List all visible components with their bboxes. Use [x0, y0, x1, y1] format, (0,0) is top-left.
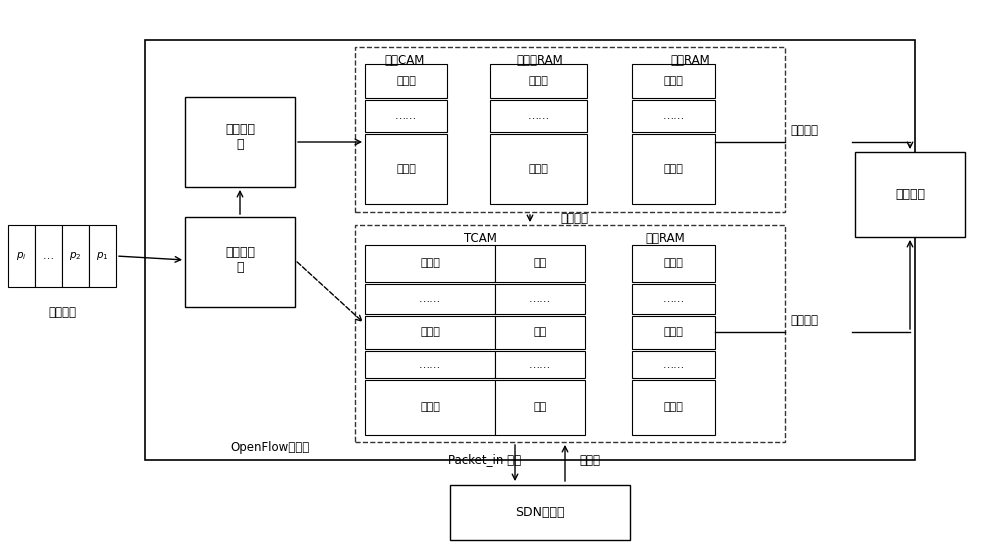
FancyBboxPatch shape [89, 225, 116, 287]
FancyBboxPatch shape [490, 100, 587, 132]
Text: 提取关键
字: 提取关键 字 [225, 246, 255, 274]
FancyBboxPatch shape [365, 351, 495, 378]
Text: TCAM: TCAM [464, 233, 496, 246]
FancyBboxPatch shape [490, 134, 587, 204]
Text: 关键字: 关键字 [529, 76, 548, 86]
Text: 掩码: 掩码 [533, 403, 547, 412]
Text: 匹配域: 匹配域 [420, 403, 440, 412]
FancyBboxPatch shape [495, 351, 585, 378]
FancyBboxPatch shape [35, 225, 62, 287]
FancyBboxPatch shape [495, 245, 585, 282]
Text: ……: …… [529, 359, 551, 370]
Text: SDN控制器: SDN控制器 [515, 506, 565, 519]
FancyBboxPatch shape [495, 316, 585, 349]
FancyBboxPatch shape [632, 64, 715, 98]
Text: ……: …… [419, 294, 441, 304]
FancyBboxPatch shape [495, 284, 585, 314]
Text: 关键字: 关键字 [529, 164, 548, 174]
Text: ……: …… [529, 294, 551, 304]
Text: 执行动作: 执行动作 [895, 188, 925, 201]
Text: 生成签名
值: 生成签名 值 [225, 123, 255, 151]
FancyBboxPatch shape [855, 152, 965, 237]
Text: ……: …… [527, 111, 550, 121]
FancyBboxPatch shape [365, 100, 447, 132]
FancyBboxPatch shape [632, 351, 715, 378]
Text: 新规则: 新规则 [580, 454, 600, 467]
FancyBboxPatch shape [365, 284, 495, 314]
FancyBboxPatch shape [185, 217, 295, 307]
FancyBboxPatch shape [632, 134, 715, 204]
Text: 动作集: 动作集 [664, 259, 683, 268]
Text: $p_i$: $p_i$ [16, 250, 26, 262]
Text: 动作集: 动作集 [664, 164, 683, 174]
Text: 数据分组: 数据分组 [48, 306, 76, 319]
Text: 关键字RAM: 关键字RAM [517, 54, 563, 67]
Text: ……: …… [419, 359, 441, 370]
FancyBboxPatch shape [365, 380, 495, 435]
FancyBboxPatch shape [632, 100, 715, 132]
Text: 掩码: 掩码 [533, 327, 547, 338]
Text: 签名CAM: 签名CAM [385, 54, 425, 67]
FancyBboxPatch shape [632, 284, 715, 314]
FancyBboxPatch shape [185, 97, 295, 187]
FancyBboxPatch shape [632, 316, 715, 349]
Text: 签名值: 签名值 [396, 164, 416, 174]
Text: Packet_in 消息: Packet_in 消息 [448, 454, 522, 467]
Text: 动作集: 动作集 [664, 327, 683, 338]
FancyBboxPatch shape [365, 316, 495, 349]
Text: 预测成功: 预测成功 [790, 124, 818, 137]
Text: ……: …… [662, 359, 685, 370]
FancyBboxPatch shape [8, 225, 35, 287]
FancyBboxPatch shape [365, 245, 495, 282]
Text: $p_2$: $p_2$ [69, 250, 81, 262]
FancyBboxPatch shape [355, 47, 785, 212]
Text: 匹配域: 匹配域 [420, 327, 440, 338]
FancyBboxPatch shape [145, 40, 915, 460]
Text: 动作集: 动作集 [664, 76, 683, 86]
Text: ……: …… [395, 111, 417, 121]
Text: 预测失败: 预测失败 [560, 212, 588, 225]
FancyBboxPatch shape [632, 380, 715, 435]
FancyBboxPatch shape [450, 485, 630, 540]
Text: 转发RAM: 转发RAM [670, 54, 710, 67]
FancyBboxPatch shape [495, 380, 585, 435]
Text: 签名值: 签名值 [396, 76, 416, 86]
Text: ……: …… [662, 111, 685, 121]
Text: 动作集: 动作集 [664, 403, 683, 412]
Text: $p_1$: $p_1$ [96, 250, 108, 262]
FancyBboxPatch shape [365, 134, 447, 204]
Text: 掩码: 掩码 [533, 259, 547, 268]
Text: 匹配成功: 匹配成功 [790, 313, 818, 326]
Text: OpenFlow交换机: OpenFlow交换机 [230, 441, 309, 454]
Text: ……: …… [662, 294, 685, 304]
Text: …: … [42, 251, 54, 261]
Text: 转发RAM: 转发RAM [645, 233, 685, 246]
FancyBboxPatch shape [62, 225, 89, 287]
FancyBboxPatch shape [355, 225, 785, 442]
Text: 匹配域: 匹配域 [420, 259, 440, 268]
FancyBboxPatch shape [365, 64, 447, 98]
FancyBboxPatch shape [490, 64, 587, 98]
FancyBboxPatch shape [632, 245, 715, 282]
